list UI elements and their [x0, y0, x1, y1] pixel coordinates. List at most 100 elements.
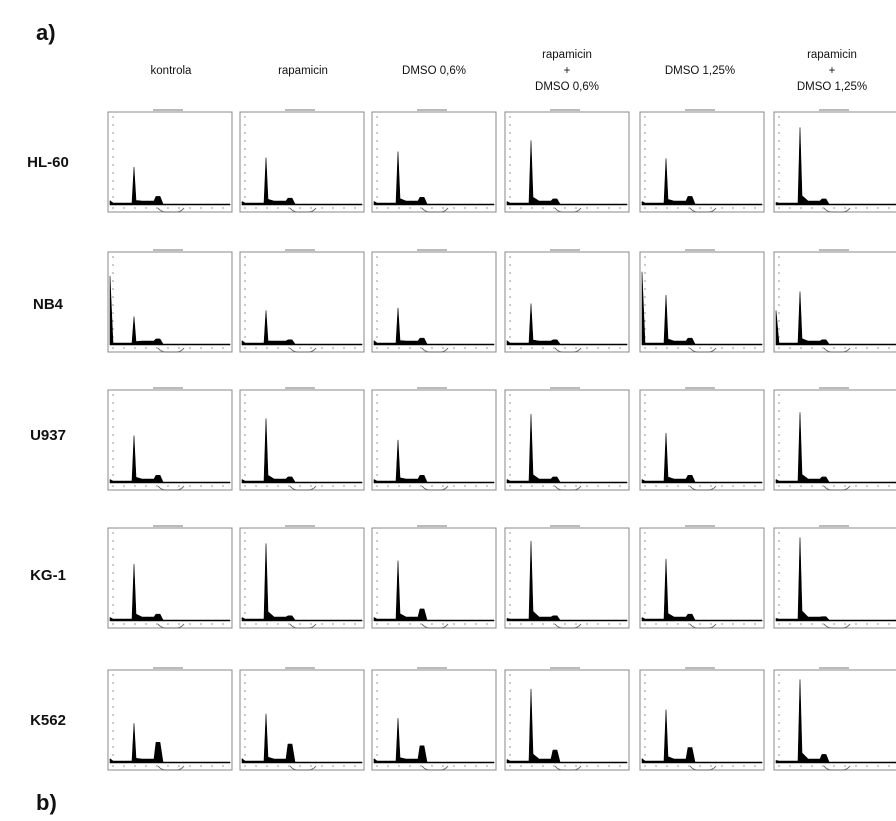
panel-label-a: a) [36, 20, 56, 45]
histogram-gate-r3-c6 [823, 485, 851, 491]
histogram-gate-r3-c3 [421, 485, 449, 491]
histogram-peak-r4-c4 [506, 540, 628, 622]
histogram-peak-r3-c3 [373, 439, 495, 484]
histogram-peak-r1-c6 [775, 127, 896, 206]
row-label-hl60: HL-60 [27, 154, 69, 171]
histogram-gate-r3-c2 [289, 485, 317, 491]
histogram-peak-r2-c6 [775, 291, 896, 346]
histogram-peak-r2-c5 [641, 271, 763, 346]
histogram-frame-r5-c3 [371, 669, 497, 771]
histogram-frame-r4-c4 [504, 527, 630, 629]
histogram-gate-r5-c4 [554, 765, 582, 771]
column-header-dmso-125: DMSO 1,25% [664, 65, 736, 77]
histogram-frame-r4-c3 [371, 527, 497, 629]
histogram-gate-r2-c4 [554, 347, 582, 353]
column-header-rapamicin: rapamicin [278, 65, 328, 77]
histogram-peak-r1-c2 [241, 157, 363, 206]
histogram-frame-r3-c1 [107, 389, 233, 491]
histogram-peak-r4-c2 [241, 543, 363, 622]
histogram-gate-r2-c2 [289, 347, 317, 353]
histogram-peak-r5-c2 [241, 713, 363, 764]
histogram-frame-r3-c2 [239, 389, 365, 491]
histogram-frame-r5-c5 [639, 669, 765, 771]
histogram-gate-r2-c6 [823, 347, 851, 353]
histogram-frame-r3-c6 [773, 389, 896, 491]
histogram-peak-r1-c1 [109, 166, 231, 206]
histogram-gate-r4-c5 [689, 623, 717, 629]
column-header-dmso-06: DMSO 0,6% [402, 65, 466, 77]
histogram-gate-r4-c1 [157, 623, 185, 629]
histogram-frame-r1-c6 [773, 111, 896, 213]
histogram-peak-r4-c6 [775, 537, 896, 622]
column-header-rapamicin-dmso-06: rapamicin + DMSO 0,6% [535, 49, 599, 93]
histogram-frame-r4-c2 [239, 527, 365, 629]
histogram-peak-r1-c3 [373, 151, 495, 206]
histogram-gate-r2-c3 [421, 347, 449, 353]
histogram-gate-r2-c5 [689, 347, 717, 353]
histogram-frame-r2-c3 [371, 251, 497, 353]
histogram-peak-r2-c2 [241, 310, 363, 346]
histogram-peak-r5-c1 [109, 723, 231, 764]
histogram-frame-r4-c1 [107, 527, 233, 629]
histogram-gate-r1-c1 [157, 207, 185, 213]
histogram-gate-r5-c2 [289, 765, 317, 771]
histogram-frame-r5-c4 [504, 669, 630, 771]
histogram-frame-r1-c5 [639, 111, 765, 213]
histogram-peak-r2-c1 [109, 275, 231, 346]
histogram-frame-r5-c6 [773, 669, 896, 771]
histogram-peak-r3-c1 [109, 435, 231, 484]
histogram-peak-r2-c3 [373, 307, 495, 346]
histogram-frame-r3-c4 [504, 389, 630, 491]
column-header-kontrola: kontrola [150, 65, 192, 77]
histogram-frame-r3-c5 [639, 389, 765, 491]
histogram-peak-r1-c4 [506, 140, 628, 206]
histogram-frame-r2-c2 [239, 251, 365, 353]
row-label-u937: U937 [30, 427, 66, 444]
histogram-peak-r4-c3 [373, 560, 495, 622]
row-label-k562: K562 [30, 712, 66, 729]
column-header-rapamicin-dmso-125: rapamicin + DMSO 1,25% [796, 49, 868, 93]
histogram-frame-r1-c3 [371, 111, 497, 213]
panel-label-b: b) [36, 790, 57, 815]
histogram-gate-r1-c4 [554, 207, 582, 213]
histogram-peak-r2-c4 [506, 303, 628, 346]
histogram-peak-r5-c5 [641, 709, 763, 764]
histogram-frame-r5-c1 [107, 669, 233, 771]
histogram-peak-r4-c1 [109, 563, 231, 622]
histogram-frame-r1-c1 [107, 111, 233, 213]
histogram-gate-r2-c1 [157, 347, 185, 353]
histogram-gate-r1-c6 [823, 207, 851, 213]
row-label-nb4: NB4 [32, 296, 63, 313]
histogram-gate-r3-c1 [157, 485, 185, 491]
histogram-gate-r4-c6 [823, 623, 851, 629]
histogram-gate-r1-c5 [689, 207, 717, 213]
histogram-peak-r5-c6 [775, 679, 896, 764]
histogram-frame-r3-c3 [371, 389, 497, 491]
histogram-frame-r4-c5 [639, 527, 765, 629]
histogram-peak-r4-c5 [641, 558, 763, 622]
histogram-frame-r2-c5 [639, 251, 765, 353]
histogram-gate-r1-c3 [421, 207, 449, 213]
histogram-gate-r4-c2 [289, 623, 317, 629]
histogram-gate-r4-c3 [421, 623, 449, 629]
histogram-frame-r1-c2 [239, 111, 365, 213]
histogram-gate-r5-c1 [157, 765, 185, 771]
histogram-frame-r1-c4 [504, 111, 630, 213]
histogram-peak-r3-c2 [241, 418, 363, 484]
histogram-peak-r3-c5 [641, 432, 763, 484]
histogram-gate-r5-c3 [421, 765, 449, 771]
histogram-gate-r5-c5 [689, 765, 717, 771]
histogram-frame-r2-c1 [107, 251, 233, 353]
histogram-peak-r3-c6 [775, 412, 896, 484]
row-label-kg1: KG-1 [30, 567, 66, 584]
histogram-peak-r3-c4 [506, 413, 628, 484]
histogram-frame-r2-c4 [504, 251, 630, 353]
histogram-peak-r5-c3 [373, 717, 495, 764]
histogram-gate-r4-c4 [554, 623, 582, 629]
histogram-gate-r3-c5 [689, 485, 717, 491]
histogram-frame-r4-c6 [773, 527, 896, 629]
histogram-gate-r3-c4 [554, 485, 582, 491]
histogram-gate-r5-c6 [823, 765, 851, 771]
